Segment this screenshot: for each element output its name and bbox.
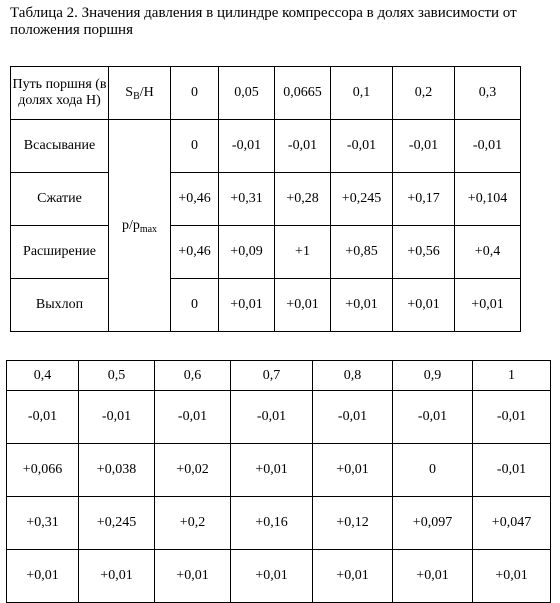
row-label-expansion: Расширение [10, 225, 109, 279]
table-cell: +0,01 [274, 278, 331, 332]
table-cell: -0,01 [230, 390, 313, 444]
table-cell: +0,066 [6, 443, 79, 497]
table-cell: -0,01 [392, 390, 473, 444]
table-cell: +0,85 [330, 225, 393, 279]
table-cell: +0,01 [154, 549, 231, 603]
table-cell: 0 [392, 443, 473, 497]
table-cell: -0,01 [472, 443, 551, 497]
column-header: 0,3 [454, 66, 521, 120]
table-caption: Таблица 2. Значения давления в цилиндре … [10, 5, 517, 38]
table-cell: +0,245 [330, 172, 393, 226]
table-cell: +0,01 [230, 443, 313, 497]
column-header: 0,9 [392, 360, 473, 391]
table-cell: +0,17 [392, 172, 455, 226]
column-header: 0,2 [392, 66, 455, 120]
table-cell: +0,09 [218, 225, 275, 279]
pressure-table-part-2: 0,4 0,5 0,6 0,7 0,8 0,9 1 -0,01 -0,01 -0… [6, 360, 551, 603]
row-label-exhaust: Выхлоп [10, 278, 109, 332]
table-cell: +0,097 [392, 496, 473, 550]
pressure-ratio-label: p/pmax [108, 119, 171, 332]
table-cell: +0,01 [6, 549, 79, 603]
column-header: 1 [472, 360, 551, 391]
table-cell: +0,16 [230, 496, 313, 550]
table-row: Выхлоп 0 +0,01 +0,01 +0,01 +0,01 +0,01 [10, 278, 521, 332]
table-cell: -0,01 [78, 390, 155, 444]
row-label-compression: Сжатие [10, 172, 109, 226]
table-cell: +0,01 [312, 549, 393, 603]
table-cell: +0,46 [170, 225, 219, 279]
table-header-row: 0,4 0,5 0,6 0,7 0,8 0,9 1 [6, 360, 551, 391]
table-cell: +0,2 [154, 496, 231, 550]
pressure-table-part-1: Путь поршня (в долях хода Н) SВ/H 0 0,05… [10, 66, 521, 332]
table-cell: -0,01 [330, 119, 393, 173]
table-row: -0,01 -0,01 -0,01 -0,01 -0,01 -0,01 -0,0… [6, 390, 551, 444]
table-cell: -0,01 [454, 119, 521, 173]
table-cell: +0,01 [312, 443, 393, 497]
column-header: 0,05 [218, 66, 275, 120]
column-header: 0,8 [312, 360, 393, 391]
table-row: +0,01 +0,01 +0,01 +0,01 +0,01 +0,01 +0,0… [6, 549, 551, 603]
table-cell: +0,047 [472, 496, 551, 550]
column-header: 0,4 [6, 360, 79, 391]
table-cell: +0,01 [392, 278, 455, 332]
table-cell: +0,01 [230, 549, 313, 603]
column-header: 0,1 [330, 66, 393, 120]
table-cell: +0,12 [312, 496, 393, 550]
table-cell: +0,01 [472, 549, 551, 603]
table-cell: +0,28 [274, 172, 331, 226]
table-cell: +0,01 [218, 278, 275, 332]
table-cell: +0,01 [454, 278, 521, 332]
table-row: +0,066 +0,038 +0,02 +0,01 +0,01 0 -0,01 [6, 443, 551, 497]
row-label-suction: Всасывание [10, 119, 109, 173]
table-cell: +0,104 [454, 172, 521, 226]
table-cell: +0,038 [78, 443, 155, 497]
column-header: 0,0665 [274, 66, 331, 120]
column-header: 0,6 [154, 360, 231, 391]
table-cell: +0,01 [78, 549, 155, 603]
table-row: Расширение +0,46 +0,09 +1 +0,85 +0,56 +0… [10, 225, 521, 279]
table-cell: -0,01 [472, 390, 551, 444]
table-cell: +0,31 [6, 496, 79, 550]
table-row: +0,31 +0,245 +0,2 +0,16 +0,12 +0,097 +0,… [6, 496, 551, 550]
table-cell: +0,56 [392, 225, 455, 279]
table-cell: -0,01 [274, 119, 331, 173]
column-header: 0,5 [78, 360, 155, 391]
table-cell: +0,245 [78, 496, 155, 550]
table-cell: +0,02 [154, 443, 231, 497]
table-row: Сжатие +0,46 +0,31 +0,28 +0,245 +0,17 +0… [10, 172, 521, 226]
header-piston-path-label: Путь поршня (в долях хода Н) [10, 66, 109, 120]
table-cell: +1 [274, 225, 331, 279]
column-header: 0 [170, 66, 219, 120]
header-sb-h-label: SВ/H [108, 66, 171, 120]
table-cell: +0,31 [218, 172, 275, 226]
table-cell: 0 [170, 278, 219, 332]
table-cell: -0,01 [312, 390, 393, 444]
column-header: 0,7 [230, 360, 313, 391]
table-cell: -0,01 [392, 119, 455, 173]
table-cell: +0,01 [330, 278, 393, 332]
table-cell: -0,01 [154, 390, 231, 444]
table-cell: -0,01 [218, 119, 275, 173]
table-cell: 0 [170, 119, 219, 173]
table-cell: +0,4 [454, 225, 521, 279]
table-cell: +0,01 [392, 549, 473, 603]
table-row: Всасывание p/pmax 0 -0,01 -0,01 -0,01 -0… [10, 119, 521, 332]
table-cell: +0,46 [170, 172, 219, 226]
table-header-row: Путь поршня (в долях хода Н) SВ/H 0 0,05… [10, 66, 521, 120]
table-cell: -0,01 [6, 390, 79, 444]
